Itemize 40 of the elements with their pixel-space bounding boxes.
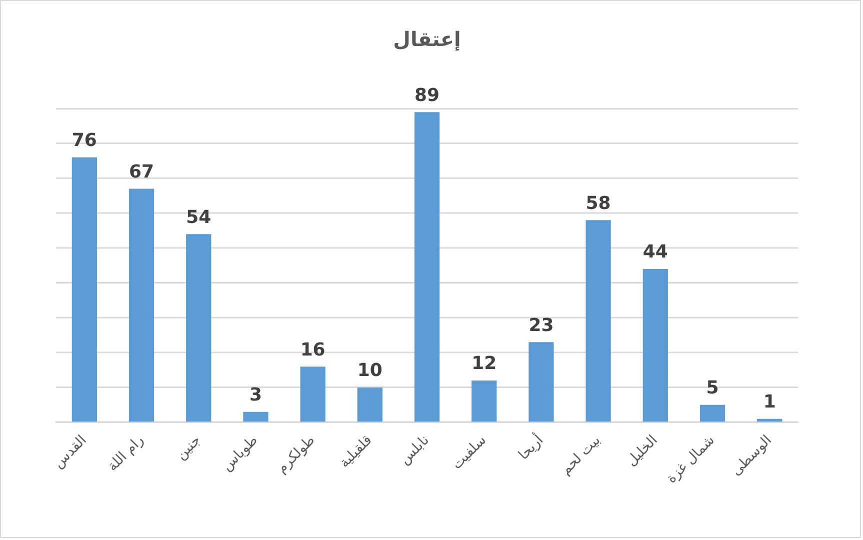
bar [528, 342, 554, 422]
bar [586, 220, 611, 422]
bar [72, 157, 97, 422]
chart-title: إعتقال [393, 28, 461, 52]
x-tick-label: قلقيلية [336, 432, 376, 472]
x-tick-label: طولكرم [274, 432, 318, 477]
x-tick-label: جنين [173, 432, 204, 464]
data-label: 23 [528, 314, 554, 336]
bar [300, 366, 326, 422]
data-label: 5 [706, 378, 719, 399]
data-label: 58 [586, 192, 611, 214]
data-label: 12 [472, 353, 497, 374]
bar [243, 412, 268, 422]
x-tick-label: بيت لحم [558, 432, 604, 478]
bar [414, 112, 440, 422]
x-tick-label: الخليل [624, 432, 661, 470]
data-label: 3 [249, 384, 262, 406]
bar [642, 268, 668, 422]
data-label: 76 [72, 130, 97, 152]
bar [757, 418, 782, 422]
bar [128, 188, 154, 422]
x-tick-label: الوسطى [728, 432, 775, 479]
data-label: 67 [129, 162, 154, 182]
data-label: 44 [642, 242, 668, 263]
data-label: 89 [414, 84, 440, 106]
x-tick-label: طوباس [219, 432, 262, 474]
data-label: 1 [763, 392, 776, 413]
bar [357, 387, 382, 422]
x-tick-label: رام اللة [104, 432, 147, 475]
x-tick-label: شمال غزة [664, 432, 718, 487]
bar [472, 380, 497, 422]
x-tick-label: أريحا [514, 430, 547, 464]
data-label: 10 [357, 360, 382, 382]
x-tick-label: نابلس [396, 432, 432, 468]
bar [700, 404, 726, 422]
data-label: 16 [300, 339, 326, 360]
x-tick-label: القدس [50, 432, 90, 472]
data-label: 54 [186, 206, 212, 228]
bar [186, 234, 212, 422]
x-tick-label: سلفيت [449, 432, 490, 473]
